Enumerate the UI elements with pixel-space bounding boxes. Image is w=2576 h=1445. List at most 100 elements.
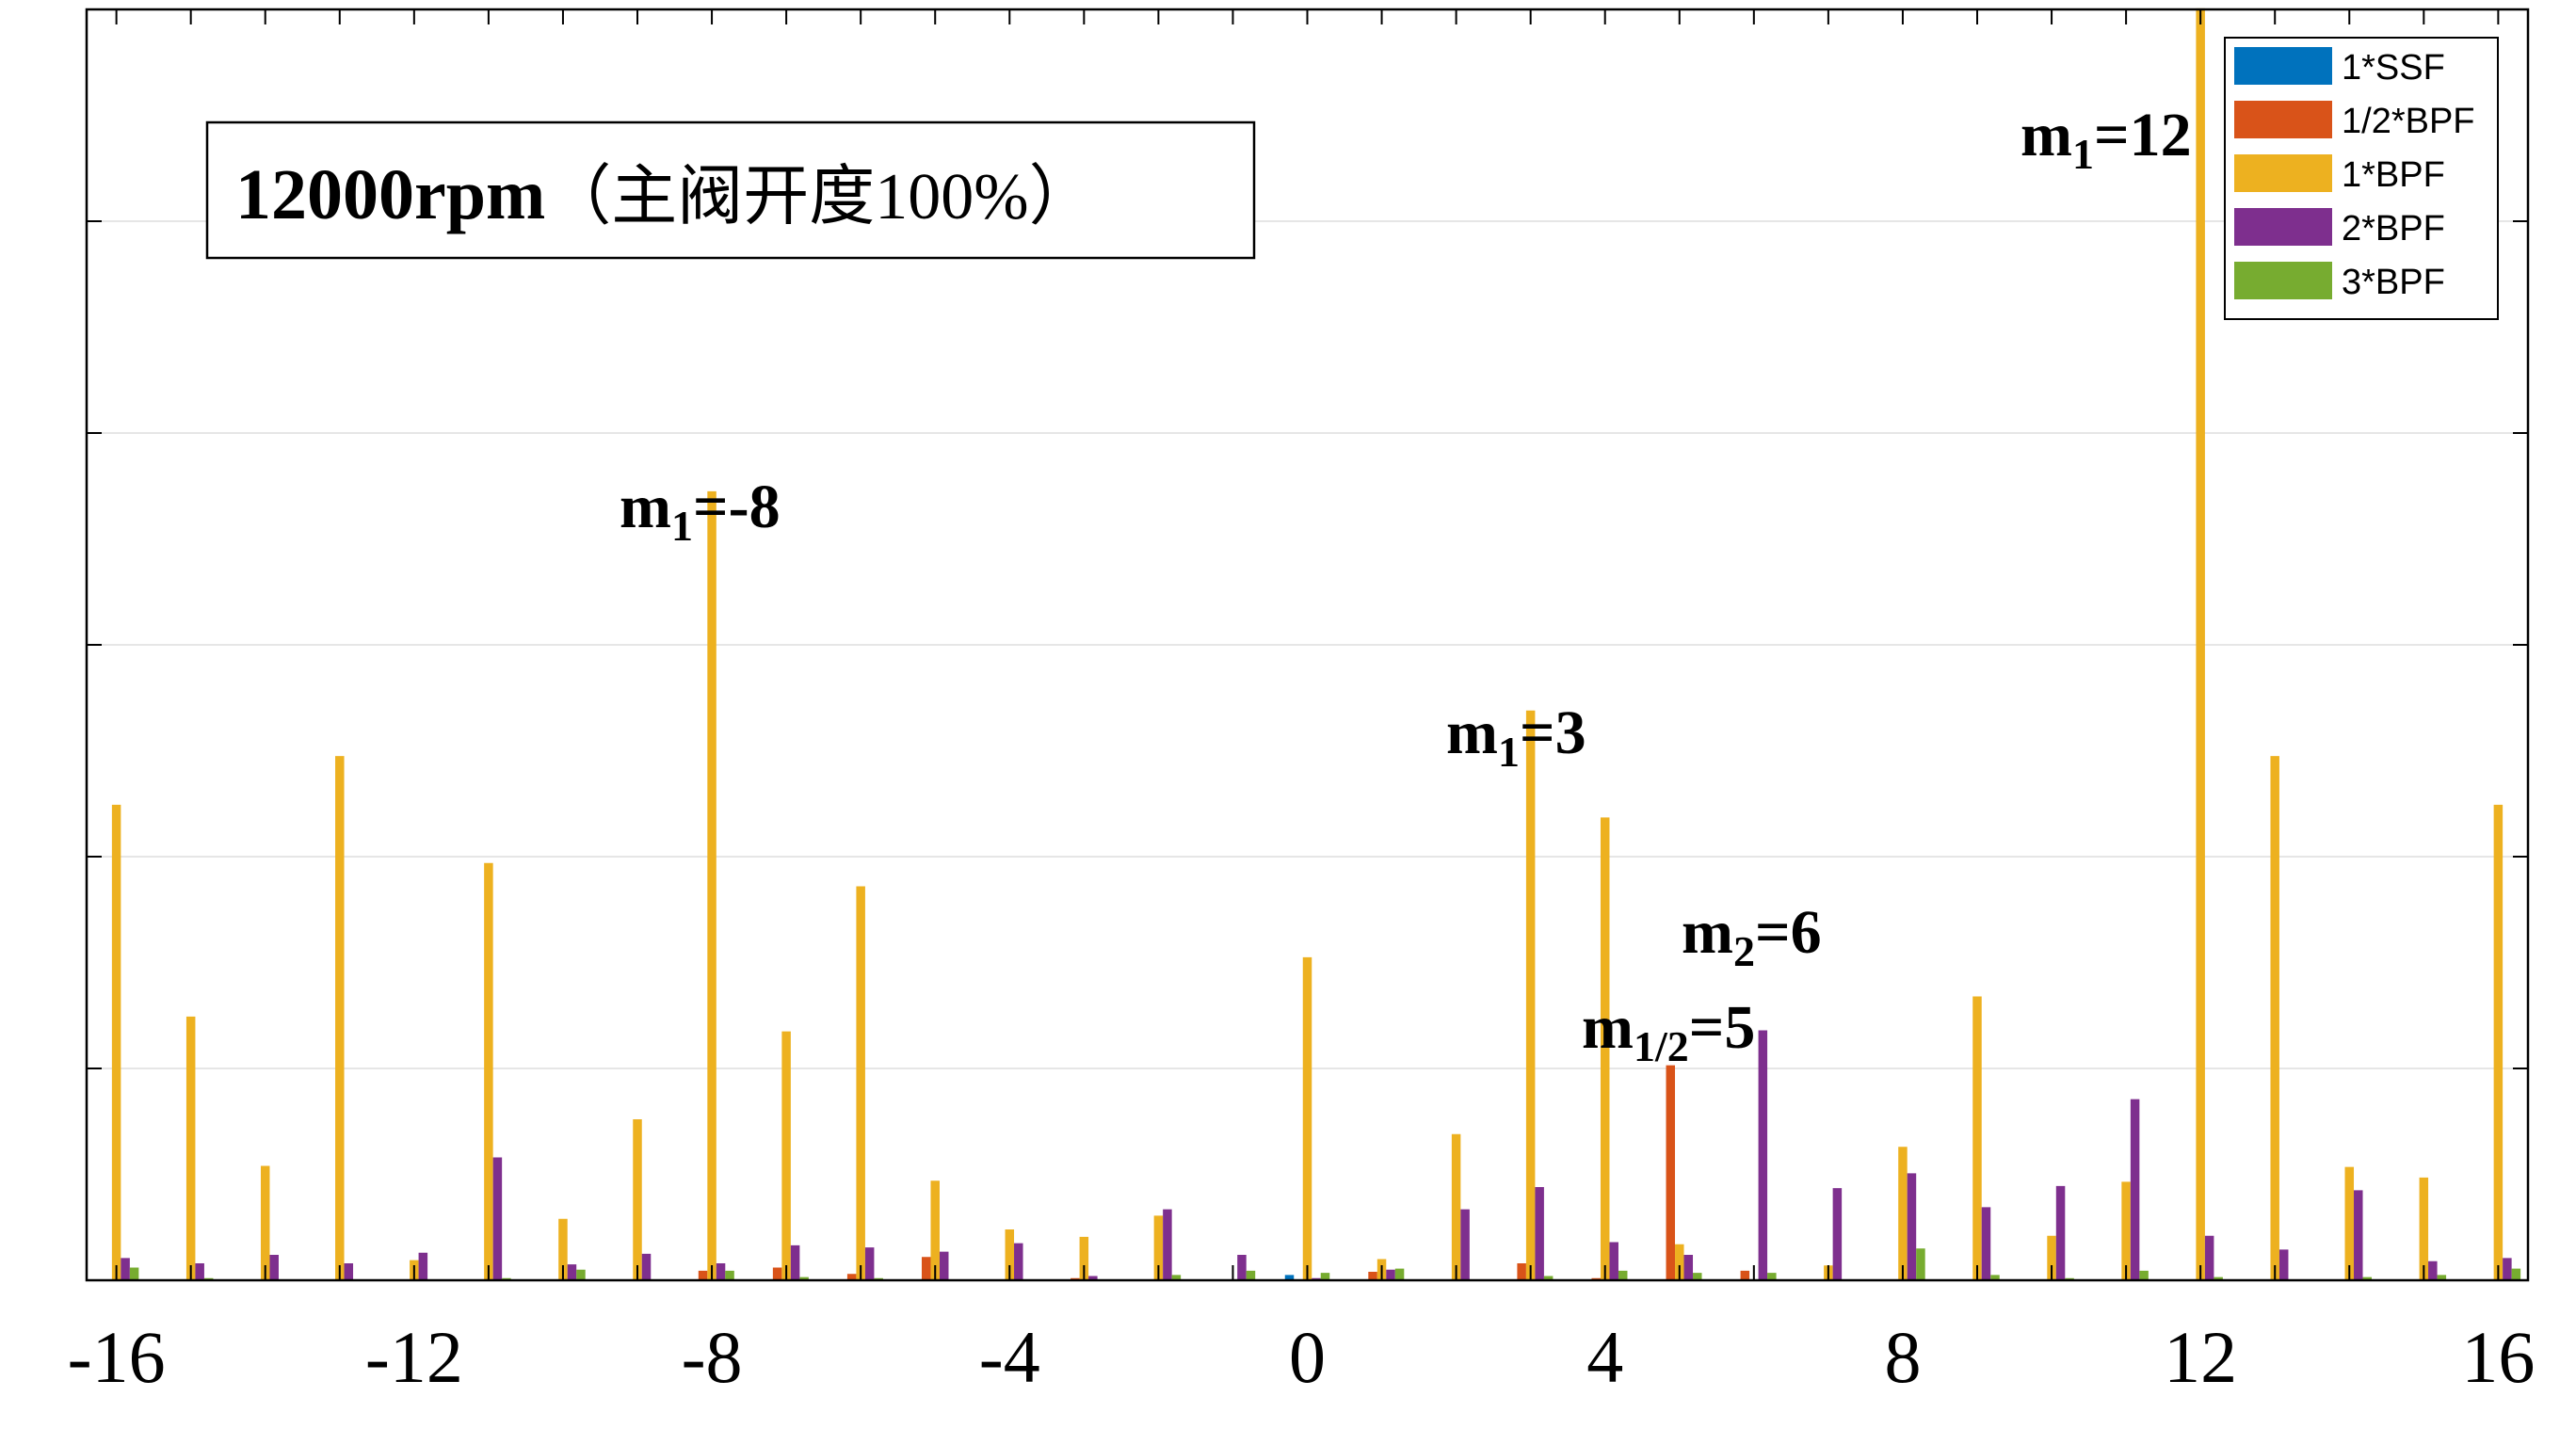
bar: [1079, 1236, 1089, 1281]
bar: [558, 1218, 568, 1280]
bar: [716, 1263, 726, 1280]
bar: [725, 1270, 734, 1281]
annotations: m1=-8 m1=3 m2=6 m1/2=5 m1=12: [620, 101, 2192, 1070]
bar: [2278, 1249, 2289, 1281]
bars: [111, 8, 2521, 1281]
bar: [344, 1263, 354, 1280]
legend-swatch: [2234, 47, 2332, 85]
bar: [2121, 1181, 2131, 1281]
gridlines: [87, 220, 2528, 1069]
bar: [1163, 1209, 1172, 1281]
bar: [418, 1252, 428, 1280]
bar: [260, 1165, 270, 1280]
bar: [2130, 1099, 2140, 1281]
bar: [2354, 1190, 2363, 1281]
bar: [1320, 1273, 1330, 1281]
bar: [1990, 1275, 2000, 1281]
bar: [185, 1016, 196, 1281]
bar: [633, 1119, 642, 1280]
bar: [1246, 1270, 1256, 1281]
legend: 1*SSF 1/2*BPF 1*BPF 2*BPF 3*BPF: [2224, 37, 2499, 320]
bar: [1014, 1243, 1023, 1281]
bar: [2419, 1177, 2429, 1281]
title-speed: 12000rpm: [235, 155, 545, 234]
bar: [1460, 1209, 1470, 1281]
x-tick-label: 16: [2461, 1316, 2535, 1398]
bar: [1693, 1273, 1702, 1281]
bar: [1916, 1248, 1925, 1280]
legend-swatch: [2234, 262, 2332, 299]
bar: [335, 756, 345, 1281]
bar: [939, 1251, 949, 1281]
legend-label: 2*BPF: [2342, 209, 2445, 249]
x-tick-label: -16: [68, 1316, 166, 1398]
legend-swatch: [2234, 154, 2332, 192]
bar: [2139, 1270, 2149, 1281]
x-tick-label: 8: [1884, 1316, 1921, 1398]
bar: [2344, 1166, 2355, 1281]
bar: [2214, 1276, 2223, 1281]
annotation-m1-neg8: m1=-8: [620, 473, 781, 550]
x-axis-ticks: -16 -12 -8 -4 0 4 8 12 16: [68, 9, 2535, 1398]
bar: [1683, 1255, 1694, 1280]
bar: [567, 1264, 577, 1281]
bar: [781, 1031, 791, 1281]
annotation-m1-3: m1=3: [1446, 698, 1586, 776]
bar: [930, 1180, 940, 1280]
bar: [1600, 817, 1610, 1281]
annotation-m12-5: m1/2=5: [1582, 993, 1755, 1070]
bar: [1088, 1276, 1098, 1280]
bar: [2428, 1260, 2438, 1280]
title-condition: （主阀开度100%）: [545, 161, 1094, 233]
bar: [1171, 1275, 1182, 1281]
bar: [698, 1270, 708, 1281]
bar: [799, 1276, 809, 1281]
x-tick-label: -8: [682, 1316, 743, 1398]
x-tick-label: -12: [365, 1316, 463, 1398]
bar: [1758, 1030, 1768, 1280]
bar: [864, 1247, 875, 1281]
bar: [129, 1267, 139, 1280]
annotation-m2-6: m2=6: [1682, 898, 1822, 975]
bar: [1972, 996, 1982, 1280]
legend-label: 1*SSF: [2342, 48, 2445, 88]
bar: [195, 1263, 204, 1280]
legend-label: 3*BPF: [2342, 263, 2445, 302]
bar: [707, 490, 716, 1281]
bar: [1525, 710, 1536, 1280]
x-tick-label: 0: [1289, 1316, 1326, 1398]
bar: [1394, 1268, 1405, 1281]
bar: [2493, 804, 2504, 1281]
bar: [2437, 1275, 2447, 1281]
x-tick-label: -4: [979, 1316, 1040, 1398]
bar: [1517, 1263, 1526, 1280]
bar: [121, 1258, 130, 1281]
bar: [1675, 1244, 1684, 1280]
legend-label: 1*BPF: [2342, 155, 2445, 195]
bar: [1618, 1270, 1628, 1281]
bar: [1005, 1229, 1015, 1280]
bar: [2047, 1235, 2056, 1280]
bar: [2270, 756, 2279, 1281]
bar: [1543, 1276, 1554, 1280]
bar: [269, 1255, 279, 1280]
bar: [1981, 1207, 1991, 1281]
legend-swatch: [2234, 208, 2332, 246]
bar: [772, 1267, 782, 1280]
bar: [1898, 1147, 1908, 1280]
bar: [1451, 1133, 1461, 1280]
bar: [1666, 1065, 1676, 1281]
bar: [2362, 1276, 2373, 1281]
bar: [856, 886, 865, 1280]
bar: [1609, 1242, 1618, 1280]
bar: [1767, 1273, 1777, 1281]
bar: [2511, 1268, 2521, 1281]
annotation-m1-12: m1=12: [2021, 101, 2192, 178]
bar: [2503, 1258, 2512, 1281]
legend-swatch: [2234, 101, 2332, 138]
bar: [1907, 1173, 1917, 1281]
bar: [576, 1269, 586, 1280]
bar: [641, 1253, 652, 1281]
x-tick-label: 12: [2164, 1316, 2237, 1398]
